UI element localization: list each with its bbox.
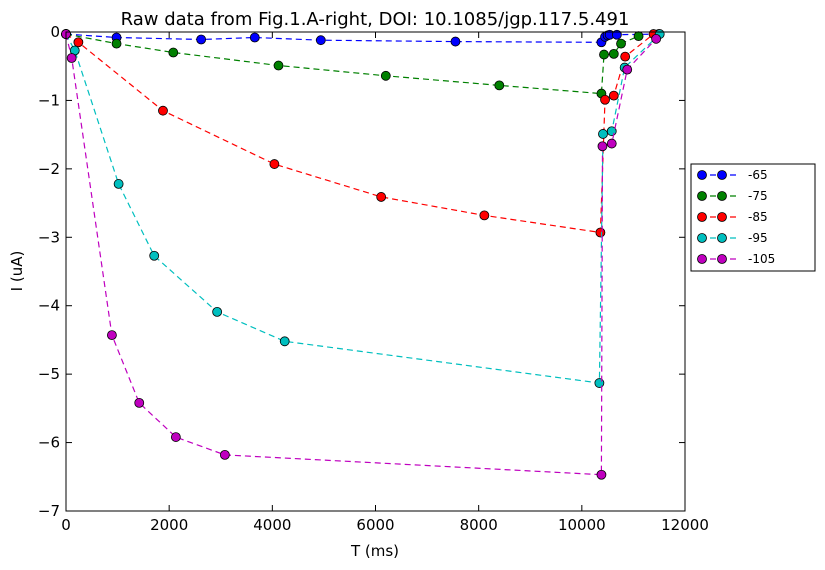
y-tick-label: 0 [50,23,60,41]
data-point [598,129,608,139]
axis-ticks: 0 2000 4000 6000 8000 10000 12000 0 −1 −2 −3 −4 −5 −6… [38,23,709,534]
legend-entry: -95 [697,231,768,245]
legend-marker [717,233,727,243]
data-point [269,159,280,169]
legend-marker [717,212,727,222]
data-point [273,60,284,71]
x-tick-label: 2000 [150,516,188,534]
data-point [73,37,84,48]
series-line [65,33,657,476]
x-tick-label: 6000 [356,516,394,534]
data-point [196,34,207,45]
x-tick-label: 12000 [661,516,709,534]
data-point [212,306,223,317]
plot-frame [65,31,686,512]
data-point [249,32,260,43]
data-point [315,35,326,46]
legend-entry: -105 [697,252,775,266]
x-tick-label: 4000 [253,516,291,534]
legend-marker [697,233,707,243]
plot-area: 0 2000 4000 6000 8000 10000 12000 0 −1 −2 −3 −4 −5 −6… [38,23,709,534]
legend-label: -85 [748,210,768,224]
data-point [595,227,606,238]
legend-marker [697,212,707,222]
data-point [608,48,619,59]
data-point [158,105,168,116]
legend-entry: -85 [697,210,768,224]
legend-marker [697,170,707,180]
data-point [597,141,608,152]
data-point [596,469,607,480]
y-tick-label: −2 [38,160,60,178]
data-point [107,330,117,341]
plot-border [65,31,686,512]
data-point [616,38,626,49]
legend-entry: -65 [697,168,768,182]
data-point [111,38,122,49]
legend-entry: -75 [697,189,768,203]
data-point [479,210,490,221]
data-point [651,33,662,44]
legend-marker [717,170,727,180]
data-point [608,90,619,101]
legend-marker [717,191,727,201]
legend-marker [717,254,727,264]
data-point [380,70,391,81]
legend: -65 -75 -85 -95 -105 [690,163,816,272]
series-line [65,33,661,384]
data-point [66,53,77,63]
data-point [279,336,290,347]
data-point [170,432,181,442]
data-point [620,51,631,62]
legend-marker [697,191,707,201]
chart-title: Raw data from Fig.1.A-right, DOI: 10.108… [121,9,630,30]
legend-label: -65 [748,168,768,182]
x-tick-label: 8000 [460,516,498,534]
data-point [622,64,633,75]
y-tick-label: −1 [38,91,60,109]
data-point [134,397,145,408]
data-point [219,449,230,460]
y-axis-label: I (uA) [8,251,26,292]
data-point [376,192,387,202]
y-tick-label: −6 [38,434,60,452]
y-tick-label: −3 [38,228,60,246]
series-line [65,33,659,43]
data-point [594,378,605,388]
legend-label: -105 [748,252,775,266]
series--105 [61,29,662,480]
x-axis-label: T (ms) [350,542,399,560]
data-point [168,47,179,58]
series--75 [61,29,644,99]
data-point [633,31,644,42]
series-layer [61,29,665,480]
x-tick-label: 0 [61,516,71,534]
legend-label: -95 [748,231,768,245]
y-tick-label: −5 [38,365,60,383]
data-point [149,250,160,261]
data-point [599,49,609,60]
x-tick-label: 10000 [558,516,606,534]
legend-marker [697,254,707,264]
y-tick-label: −7 [38,502,60,520]
data-point [113,179,124,189]
data-point [600,94,610,105]
legend-label: -75 [748,189,768,203]
data-point [494,80,505,91]
data-point [450,36,461,47]
y-tick-label: −4 [38,297,60,315]
data-point [606,138,617,149]
